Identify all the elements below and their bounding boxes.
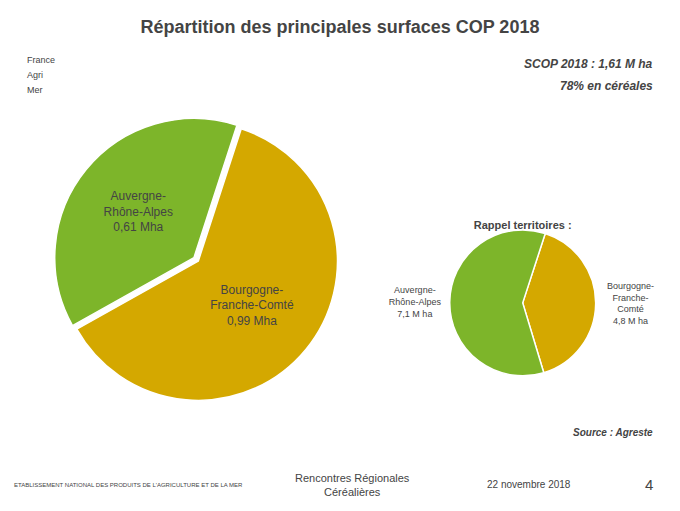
svg-text:Agri: Agri <box>27 70 43 80</box>
svg-text:Auvergne-Rhône-Alpes7,1 M ha: Auvergne-Rhône-Alpes7,1 M ha <box>389 285 442 318</box>
svg-text:78% en céréales: 78% en céréales <box>560 79 653 93</box>
svg-text:ETABLISSEMENT NATIONAL DES PRO: ETABLISSEMENT NATIONAL DES PRODUITS DE L… <box>14 482 243 488</box>
svg-text:Bourgogne-Franche-Comté0,99 Mh: Bourgogne-Franche-Comté0,99 Mha <box>210 283 294 328</box>
svg-text:Auvergne-Rhône-Alpes0,61 Mha: Auvergne-Rhône-Alpes0,61 Mha <box>104 189 173 234</box>
svg-text:SCOP 2018 : 1,61 M ha: SCOP 2018 : 1,61 M ha <box>524 57 653 71</box>
svg-text:Bourgogne-Franche-Comté4,8 M h: Bourgogne-Franche-Comté4,8 M ha <box>607 281 654 326</box>
svg-text:Mer: Mer <box>27 85 43 95</box>
svg-text:Répartition des principales su: Répartition des principales surfaces COP… <box>141 17 540 37</box>
svg-text:Source : Agreste: Source : Agreste <box>573 427 653 438</box>
svg-text:Rappel territoires :: Rappel territoires : <box>474 219 572 231</box>
svg-text:4: 4 <box>645 476 653 493</box>
svg-text:22 novembre 2018: 22 novembre 2018 <box>487 479 571 490</box>
svg-text:Rencontres RégionalesCéréalièr: Rencontres RégionalesCéréalières <box>295 472 410 498</box>
svg-text:France: France <box>27 55 55 65</box>
